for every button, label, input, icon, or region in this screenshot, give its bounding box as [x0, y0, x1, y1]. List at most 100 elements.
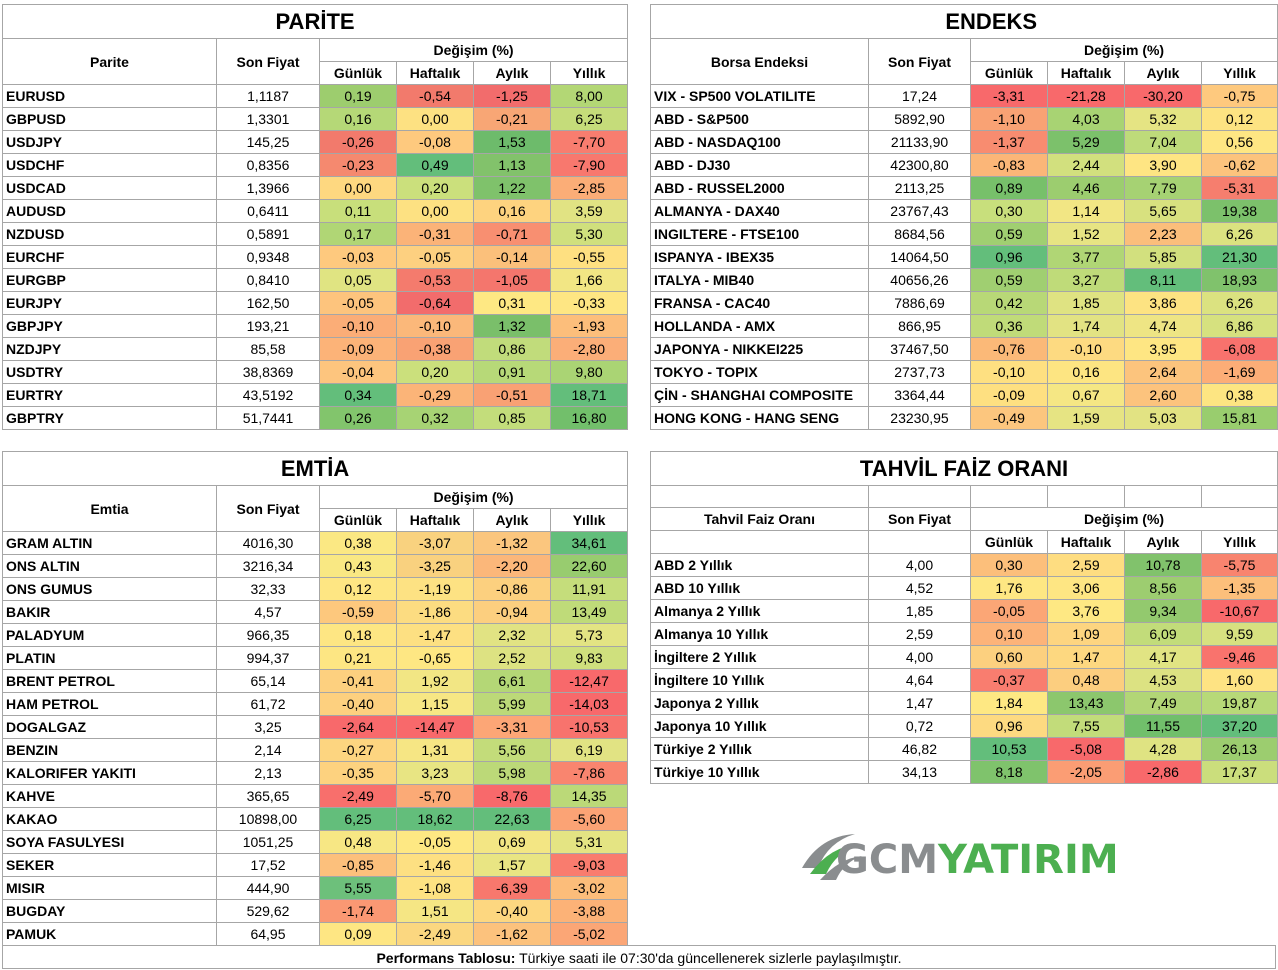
- logo-text-gcm: GCM: [836, 837, 938, 883]
- emtia-subheader: Haftalık: [396, 508, 474, 532]
- row-monthly: 5,56: [473, 738, 551, 762]
- row-daily: -0,04: [319, 360, 397, 384]
- row-monthly: -6,39: [473, 876, 551, 900]
- row-daily: -2,49: [319, 784, 397, 808]
- row-daily: 0,12: [319, 577, 397, 601]
- row-weekly: 0,00: [396, 199, 474, 223]
- row-price: 17,52: [216, 853, 320, 877]
- row-daily: -0,37: [970, 668, 1048, 692]
- row-price: 17,24: [868, 84, 971, 108]
- row-daily: -0,49: [970, 406, 1048, 430]
- row-name: Japonya 2 Yıllık: [650, 691, 869, 715]
- row-name: İngiltere 10 Yıllık: [650, 668, 869, 692]
- table-row: DOGALGAZ 3,25 -2,64 -14,47 -3,31 -10,53: [2, 715, 629, 739]
- row-name: JAPONYA - NIKKEI225: [650, 337, 869, 361]
- row-name: EURUSD: [2, 84, 217, 108]
- row-name: BAKIR: [2, 600, 217, 624]
- row-price: 866,95: [868, 314, 971, 338]
- row-monthly: 0,91: [473, 360, 551, 384]
- table-row: FRANSA - CAC40 7886,69 0,42 1,85 3,86 6,26: [650, 291, 1278, 315]
- row-monthly: 4,53: [1124, 668, 1202, 692]
- row-price: 193,21: [216, 314, 320, 338]
- row-name: DOGALGAZ: [2, 715, 217, 739]
- row-monthly: 2,60: [1124, 383, 1202, 407]
- row-yearly: 26,13: [1200, 737, 1278, 761]
- tahvil-col-change: Değişim (%): [969, 507, 1278, 531]
- row-name: ISPANYA - IBEX35: [650, 245, 869, 269]
- empty-cell: [868, 530, 971, 554]
- row-daily: 0,21: [319, 646, 397, 670]
- tahvil-table: TAHVİL FAİZ ORANI Tahvil Faiz Oranı Son F…: [649, 451, 1278, 784]
- row-daily: 5,55: [319, 876, 397, 900]
- row-yearly: -0,33: [549, 291, 629, 315]
- row-yearly: 17,37: [1200, 760, 1278, 784]
- endeks-title: ENDEKS: [649, 4, 1278, 39]
- table-row: GBPTRY 51,7441 0,26 0,32 0,85 16,80: [2, 406, 629, 430]
- table-row: ABD - S&P500 5892,90 -1,10 4,03 5,32 0,12: [650, 107, 1278, 131]
- row-daily: -0,41: [319, 669, 397, 693]
- row-yearly: 14,35: [549, 784, 629, 808]
- row-monthly: -1,32: [473, 531, 551, 555]
- tahvil-subheader: Yıllık: [1200, 530, 1278, 554]
- emtia-table: EMTİA Emtia Son Fiyat Değişim (%) Günlük Ha…: [1, 451, 629, 946]
- row-name: Japonya 10 Yıllık: [650, 714, 869, 738]
- row-price: 1,3301: [216, 107, 320, 131]
- row-daily: -0,03: [319, 245, 397, 269]
- endeks-subheader: Günlük: [970, 61, 1048, 85]
- row-monthly: 5,98: [473, 761, 551, 785]
- footer-note: Performans Tablosu: Türkiye saati ile 07…: [2, 945, 1276, 969]
- row-name: BENZIN: [2, 738, 217, 762]
- row-monthly: 0,85: [473, 406, 551, 430]
- table-row: ALMANYA - DAX40 23767,43 0,30 1,14 5,65 19,38: [650, 199, 1278, 223]
- row-daily: -0,59: [319, 600, 397, 624]
- row-weekly: 0,16: [1047, 360, 1125, 384]
- row-price: 4,57: [216, 600, 320, 624]
- row-name: ABD - S&P500: [650, 107, 869, 131]
- row-daily: -2,64: [319, 715, 397, 739]
- table-row: ONS GUMUS 32,33 0,12 -1,19 -0,86 11,91: [2, 577, 629, 601]
- row-yearly: 6,26: [1200, 222, 1278, 246]
- table-row: EURUSD 1,1187 0,19 -0,54 -1,25 8,00: [2, 84, 629, 108]
- row-name: ABD 10 Yıllık: [650, 576, 869, 600]
- row-monthly: 7,04: [1124, 130, 1202, 154]
- row-daily: 0,18: [319, 623, 397, 647]
- row-monthly: 1,22: [473, 176, 551, 200]
- row-yearly: -5,75: [1200, 553, 1278, 577]
- row-weekly: 0,20: [396, 360, 474, 384]
- row-yearly: 6,26: [1200, 291, 1278, 315]
- row-monthly: 5,99: [473, 692, 551, 716]
- table-row: GRAM ALTIN 4016,30 0,38 -3,07 -1,32 34,61: [2, 531, 629, 555]
- row-yearly: -6,08: [1200, 337, 1278, 361]
- row-name: ABD - NASDAQ100: [650, 130, 869, 154]
- row-yearly: -10,67: [1200, 599, 1278, 623]
- row-daily: 0,16: [319, 107, 397, 131]
- row-yearly: 9,59: [1200, 622, 1278, 646]
- row-name: USDCAD: [2, 176, 217, 200]
- row-monthly: 7,49: [1124, 691, 1202, 715]
- row-monthly: -1,25: [473, 84, 551, 108]
- table-row: AUDUSD 0,6411 0,11 0,00 0,16 3,59: [2, 199, 629, 223]
- row-daily: 0,38: [319, 531, 397, 555]
- row-name: SOYA FASULYESI: [2, 830, 217, 854]
- row-price: 85,58: [216, 337, 320, 361]
- row-yearly: 9,80: [549, 360, 629, 384]
- row-yearly: -9,03: [549, 853, 629, 877]
- row-price: 994,37: [216, 646, 320, 670]
- row-yearly: 5,73: [549, 623, 629, 647]
- row-yearly: 18,71: [549, 383, 629, 407]
- table-row: ÇİN - SHANGHAI COMPOSITE 3364,44 -0,09 0,67…: [650, 383, 1278, 407]
- row-weekly: 2,59: [1047, 553, 1125, 577]
- row-name: ABD - DJ30: [650, 153, 869, 177]
- row-price: 2,14: [216, 738, 320, 762]
- row-name: PLATIN: [2, 646, 217, 670]
- row-price: 51,7441: [216, 406, 320, 430]
- row-weekly: 4,46: [1047, 176, 1125, 200]
- row-daily: 0,89: [970, 176, 1048, 200]
- row-monthly: -1,62: [473, 922, 551, 946]
- tahvil-title: TAHVİL FAİZ ORANI: [649, 451, 1278, 486]
- row-monthly: -3,31: [473, 715, 551, 739]
- row-yearly: -2,85: [549, 176, 629, 200]
- emtia-subheader: Günlük: [319, 508, 397, 532]
- row-name: GBPUSD: [2, 107, 217, 131]
- row-name: MISIR: [2, 876, 217, 900]
